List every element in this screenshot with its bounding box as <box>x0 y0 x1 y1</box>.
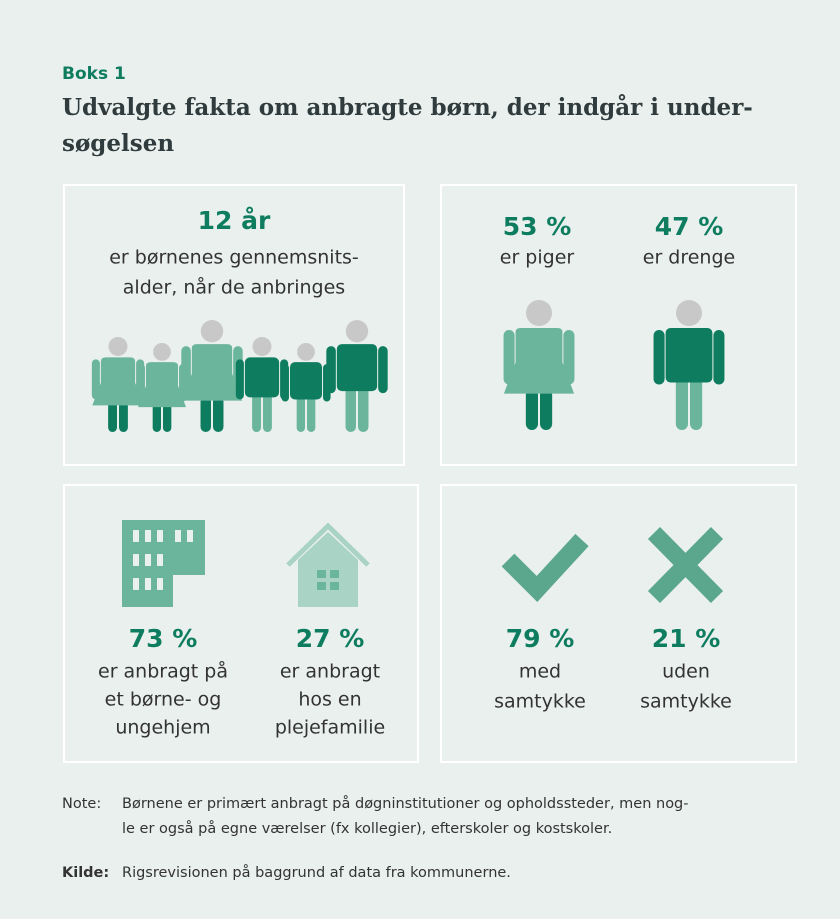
stat-text: et børne- og <box>105 689 222 711</box>
person-part <box>252 337 272 356</box>
panel <box>440 484 797 763</box>
person-part <box>152 403 161 432</box>
person-part <box>235 359 244 400</box>
person-part <box>690 373 703 430</box>
person-part <box>336 344 378 392</box>
box-label: Boks 1 <box>62 64 126 84</box>
panel <box>63 184 405 466</box>
stat-text: er børnenes gennemsnits- <box>109 247 359 269</box>
stat-text: er anbragt på <box>98 660 228 683</box>
source-label: Kilde: <box>62 865 109 881</box>
person-part <box>181 344 243 401</box>
person-part <box>244 357 280 398</box>
note-text: le er også på egne værelser (fx kollegie… <box>122 820 612 837</box>
panel <box>440 184 797 466</box>
person-part <box>281 364 289 402</box>
person-part <box>91 359 100 400</box>
person-part <box>345 382 356 432</box>
stat-value: 53 % <box>503 212 572 241</box>
stat-text: samtykke <box>640 691 732 713</box>
source-text: Rigsrevisionen på baggrund af data fra k… <box>122 864 511 881</box>
person-part <box>563 329 575 385</box>
person-part <box>665 327 713 383</box>
person-part <box>137 364 145 402</box>
person-part <box>92 357 144 406</box>
person-part <box>675 373 688 430</box>
stat-text: hos en <box>298 689 361 711</box>
person-part <box>213 396 224 432</box>
title: Udvalgte fakta om anbragte børn, der ind… <box>62 94 753 121</box>
person-part <box>263 390 272 432</box>
person-part <box>200 396 211 432</box>
cross-icon <box>647 527 724 603</box>
people-icons <box>91 300 725 432</box>
person-part <box>153 343 171 361</box>
person-part <box>358 382 369 432</box>
stat-text: er anbragt <box>280 661 380 683</box>
person-part <box>525 389 538 430</box>
check-icon <box>501 533 589 603</box>
person-part <box>526 300 552 326</box>
person-part <box>503 329 515 385</box>
person-part <box>378 346 388 394</box>
panel <box>63 484 419 763</box>
person-part <box>252 390 261 432</box>
stat-value: 12 år <box>198 206 271 235</box>
stat-value: 79 % <box>506 624 575 653</box>
person-part <box>289 362 323 400</box>
person-part <box>137 362 187 408</box>
person-part <box>108 401 117 432</box>
person-part <box>163 403 172 432</box>
person-part <box>326 346 336 394</box>
person-part <box>540 389 553 430</box>
person-part <box>108 337 128 356</box>
stat-text: er piger <box>500 247 575 269</box>
person-part <box>296 392 305 432</box>
note-text: Børnene er primært anbragt på døgninstit… <box>122 795 689 812</box>
person-part <box>676 300 702 326</box>
title: søgelsen <box>62 130 174 157</box>
stat-text: med <box>519 661 561 683</box>
person-part <box>119 401 128 432</box>
person-part <box>503 327 575 394</box>
person-part <box>653 329 665 385</box>
building-icon <box>122 520 205 607</box>
stat-text: plejefamilie <box>275 717 385 739</box>
person-part <box>345 320 369 343</box>
note-label: Note: <box>62 796 101 812</box>
person-part <box>307 392 316 432</box>
stat-value: 73 % <box>129 624 198 653</box>
stat-text: alder, når de anbringes <box>123 276 345 299</box>
stat-text: er drenge <box>643 247 735 269</box>
person-part <box>200 320 224 343</box>
stat-value: 27 % <box>296 624 365 653</box>
stat-text: uden <box>662 661 710 683</box>
person-part <box>713 329 725 385</box>
stat-text: samtykke <box>494 691 586 713</box>
person-part <box>297 343 315 361</box>
person-part <box>181 346 191 394</box>
stat-text: ungehjem <box>115 717 210 739</box>
house-icon <box>286 522 370 607</box>
stat-value: 21 % <box>652 624 721 653</box>
stat-value: 47 % <box>655 212 724 241</box>
